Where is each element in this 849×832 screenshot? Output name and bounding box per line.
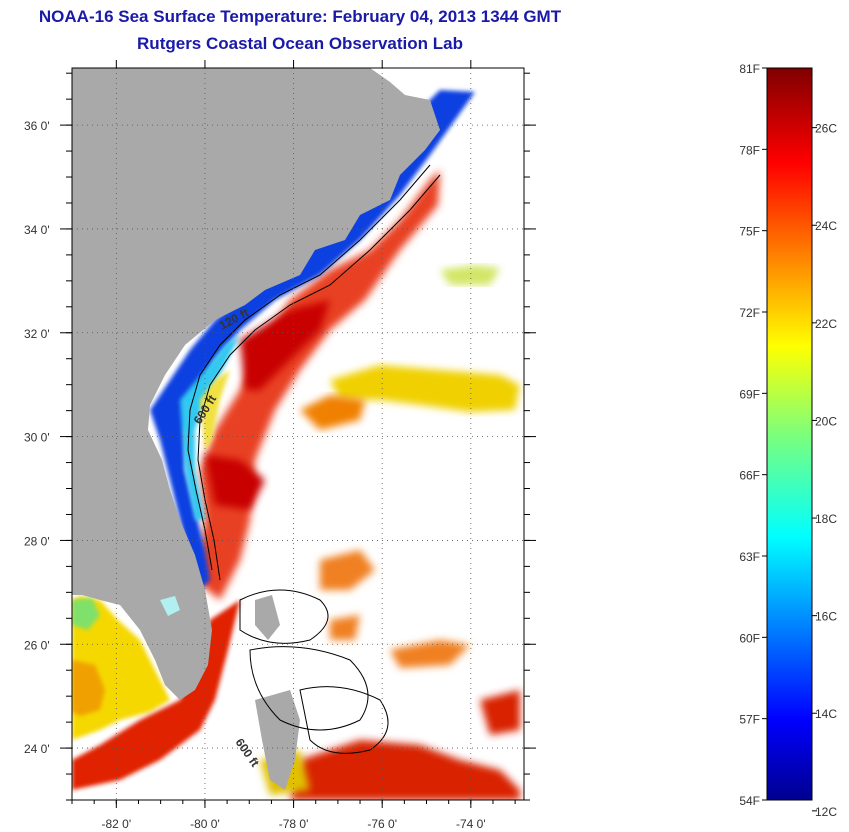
colorbar-c-label: 14C	[815, 707, 837, 721]
colorbar-f-label: 78F	[739, 143, 760, 157]
lon-tick-label: -80 0'	[190, 817, 220, 831]
lat-tick-label: 32 0'	[24, 327, 50, 341]
offshore-orange-streak	[300, 395, 365, 430]
sst-map: -82 0' -80 0' -78 0' -76 0' -74 0' 36 0' 34 0'…	[24, 60, 536, 831]
south-red-patches	[290, 690, 520, 800]
lon-tick-label: -78 0'	[279, 817, 309, 831]
colorbar-c-label: 18C	[815, 512, 837, 526]
gulf-warm-patch	[72, 660, 105, 716]
us-mainland	[72, 68, 440, 700]
lon-tick-label: -74 0'	[456, 817, 486, 831]
map-title: NOAA-16 Sea Surface Temperature: Februar…	[38, 7, 562, 26]
colorbar-f-label: 75F	[739, 225, 760, 239]
color-scale-bar: 81F 78F 75F 72F 69F 66F 63F 60F 57F 54F 26C 24C 22C 2…	[739, 62, 837, 819]
south-orange-patches	[320, 550, 470, 668]
bahamas-contours	[239, 589, 389, 754]
lat-tick-label: 28 0'	[24, 534, 50, 548]
contour-120ft	[187, 164, 431, 571]
shelf-cold-water	[150, 90, 475, 590]
colorbar-f-label: 60F	[739, 631, 760, 645]
lon-tick-label: -76 0'	[367, 817, 397, 831]
gulf-stream-core-south	[205, 455, 265, 510]
lat-tick-label: 36 0'	[24, 119, 50, 133]
offshore-yellow-streak	[330, 365, 520, 412]
florida-keys-lake	[160, 596, 180, 616]
colorbar-c-label: 22C	[815, 317, 837, 331]
offshore-streak-north	[440, 265, 500, 285]
colorbar-c-label: 26C	[815, 122, 837, 136]
colorbar-c-label: 16C	[815, 610, 837, 624]
colorbar-f-label: 54F	[739, 794, 760, 808]
gulf-stream	[195, 170, 440, 600]
map-subtitle: Rutgers Coastal Ocean Observation Lab	[137, 34, 463, 53]
colorbar-f-label: 81F	[739, 62, 760, 76]
lon-tick-label: -82 0'	[101, 817, 131, 831]
contour-600ft	[197, 174, 441, 581]
colorbar-f-label: 69F	[739, 387, 760, 401]
colorbar-c-label: 20C	[815, 414, 837, 428]
colorbar-f-label: 63F	[739, 550, 760, 564]
shelf-yellow-band	[200, 370, 230, 450]
lat-tick-label: 34 0'	[24, 223, 50, 237]
bahamas-island-a	[255, 595, 280, 640]
gulf-cool-patch	[72, 598, 100, 630]
loop-current	[72, 600, 240, 790]
colorbar-f-label: 66F	[739, 469, 760, 483]
colorbar-c-label: 12C	[815, 805, 837, 819]
colorbar-c-label: 24C	[815, 219, 837, 233]
lat-tick-label: 26 0'	[24, 638, 50, 652]
lat-tick-label: 30 0'	[24, 431, 50, 445]
cuba-coast	[255, 690, 300, 790]
shelf-cyan-band	[180, 335, 240, 520]
colorbar-f-label: 72F	[739, 306, 760, 320]
colorbar-f-label: 57F	[739, 713, 760, 727]
lat-tick-label: 24 0'	[24, 742, 50, 756]
gulf-stream-core	[240, 300, 330, 390]
